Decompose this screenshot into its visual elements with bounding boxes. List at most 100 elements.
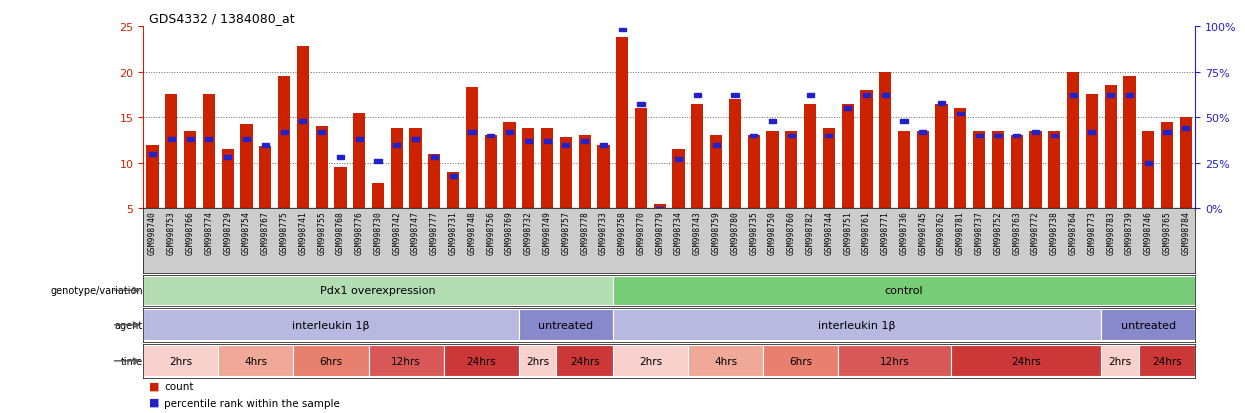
Bar	[879, 72, 891, 254]
Text: 24hrs: 24hrs	[1011, 356, 1041, 366]
Bar	[1067, 72, 1079, 254]
Bar	[763, 345, 838, 377]
Bar	[280, 131, 288, 134]
Bar	[860, 90, 873, 254]
Text: GSM998771: GSM998771	[880, 210, 890, 254]
Bar	[613, 276, 1195, 305]
Bar	[1013, 134, 1021, 138]
Text: GSM998735: GSM998735	[749, 210, 758, 254]
Text: GSM998757: GSM998757	[561, 210, 570, 254]
Bar	[672, 150, 685, 254]
Bar	[524, 140, 532, 143]
Text: GSM998743: GSM998743	[693, 210, 702, 254]
Bar	[637, 103, 645, 107]
Text: GSM998775: GSM998775	[280, 210, 289, 254]
Bar	[261, 143, 269, 147]
Bar	[428, 154, 441, 254]
Bar	[1086, 95, 1098, 254]
Bar	[1107, 94, 1114, 98]
Bar	[1125, 94, 1133, 98]
Text: agent: agent	[115, 320, 143, 330]
Text: GSM998756: GSM998756	[487, 210, 496, 254]
Bar	[299, 120, 306, 123]
Bar	[613, 309, 1102, 341]
Bar	[1139, 345, 1195, 377]
Text: 2hrs: 2hrs	[1108, 356, 1132, 366]
Bar	[1051, 134, 1058, 138]
Text: GSM998746: GSM998746	[1144, 210, 1153, 254]
Bar	[769, 120, 776, 123]
Bar	[224, 156, 232, 160]
Text: GSM998766: GSM998766	[186, 210, 194, 254]
Bar	[747, 136, 759, 254]
Bar	[919, 131, 926, 134]
Bar	[1144, 161, 1152, 165]
Bar	[937, 102, 945, 105]
Text: GSM998733: GSM998733	[599, 210, 608, 254]
Bar	[278, 77, 290, 254]
Bar	[788, 134, 794, 138]
Text: control: control	[885, 285, 924, 296]
Bar	[218, 345, 294, 377]
Text: GSM998764: GSM998764	[1068, 210, 1078, 254]
Bar	[1011, 136, 1023, 254]
Bar	[786, 132, 797, 254]
Bar	[1048, 132, 1061, 254]
Bar	[710, 136, 722, 254]
Text: 24hrs: 24hrs	[1152, 356, 1182, 366]
Bar	[443, 345, 519, 377]
Bar	[916, 132, 929, 254]
Bar	[240, 125, 253, 254]
Text: GSM998747: GSM998747	[411, 210, 420, 254]
Text: GSM998769: GSM998769	[505, 210, 514, 254]
Text: GSM998741: GSM998741	[299, 210, 308, 254]
Bar	[542, 129, 553, 254]
Bar	[935, 104, 947, 254]
Text: GSM998748: GSM998748	[467, 210, 477, 254]
Text: GSM998758: GSM998758	[618, 210, 626, 254]
Bar	[203, 95, 215, 254]
Text: GSM998779: GSM998779	[655, 210, 665, 254]
Text: GSM998782: GSM998782	[806, 210, 814, 254]
Text: GSM998753: GSM998753	[167, 210, 176, 254]
Bar	[431, 156, 438, 160]
Bar	[468, 131, 476, 134]
Text: 4hrs: 4hrs	[244, 356, 268, 366]
Bar	[335, 168, 346, 254]
Bar	[619, 28, 626, 32]
Text: 6hrs: 6hrs	[320, 356, 342, 366]
Text: GSM998778: GSM998778	[580, 210, 589, 254]
Bar	[1088, 131, 1096, 134]
Text: GSM998749: GSM998749	[543, 210, 552, 254]
Bar	[354, 113, 365, 254]
Text: ■: ■	[149, 397, 159, 407]
Text: GSM998745: GSM998745	[919, 210, 928, 254]
Bar	[294, 345, 369, 377]
Text: GSM998736: GSM998736	[900, 210, 909, 254]
Text: percentile rank within the sample: percentile rank within the sample	[164, 398, 340, 408]
Bar	[1180, 118, 1191, 254]
Text: GDS4332 / 1384080_at: GDS4332 / 1384080_at	[149, 12, 295, 25]
Text: GSM998739: GSM998739	[1125, 210, 1134, 254]
Bar	[1123, 77, 1135, 254]
Text: GSM998774: GSM998774	[204, 210, 213, 254]
Bar	[1030, 132, 1042, 254]
Text: GSM998773: GSM998773	[1087, 210, 1097, 254]
Text: GSM998763: GSM998763	[1012, 210, 1021, 254]
Bar	[900, 120, 908, 123]
Bar	[974, 132, 985, 254]
Bar	[712, 143, 720, 147]
Bar	[751, 134, 757, 138]
Bar	[1032, 131, 1040, 134]
Text: GSM998750: GSM998750	[768, 210, 777, 254]
Text: genotype/variation: genotype/variation	[50, 285, 143, 296]
Text: GSM998772: GSM998772	[1031, 210, 1040, 254]
Text: interleukin 1β: interleukin 1β	[818, 320, 896, 330]
Text: 24hrs: 24hrs	[467, 356, 497, 366]
Bar	[1142, 132, 1154, 254]
Text: GSM998740: GSM998740	[148, 210, 157, 254]
Bar	[581, 140, 588, 143]
Bar	[519, 309, 613, 341]
Bar	[372, 183, 385, 254]
Bar	[143, 345, 218, 377]
